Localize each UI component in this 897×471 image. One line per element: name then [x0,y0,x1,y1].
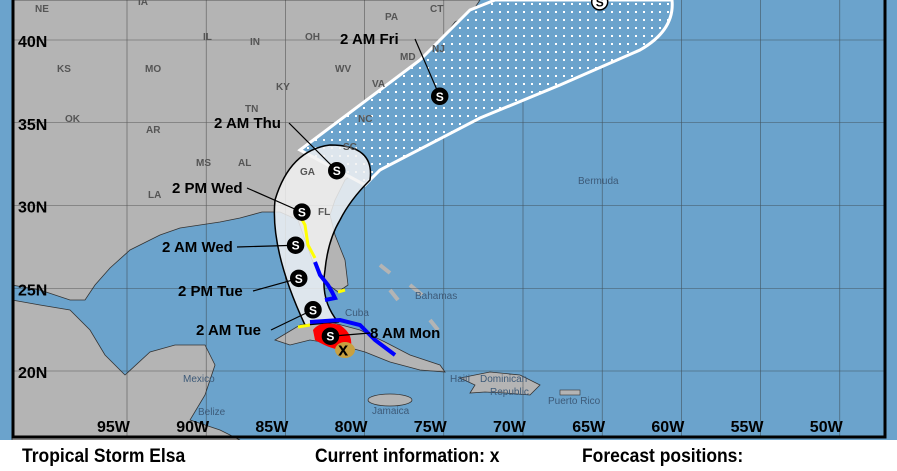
forecast-time-label: 2 AM Wed [162,239,233,256]
lon-tick-label: 90W [176,419,210,436]
state-label: NE [35,4,49,15]
place-label: Bahamas [415,291,457,302]
storm-name: Tropical Storm Elsa [22,446,186,467]
storm-symbol-icon: S [293,203,311,221]
svg-text:S: S [326,330,334,344]
lon-tick-label: 60W [651,419,685,436]
lat-tick-label: 25N [18,282,47,299]
state-label: GA [300,167,315,178]
svg-text:S: S [436,90,444,104]
legend: Tropical Storm Elsa Current information:… [0,440,897,471]
state-label: VA [372,79,385,90]
place-label: Belize [198,407,226,418]
svg-text:S: S [292,239,300,253]
land-puerto-rico [559,389,581,396]
state-label: IN [250,37,260,48]
state-label: KY [276,82,290,93]
place-label: Bermuda [578,176,619,187]
place-label: Cuba [345,308,369,319]
place-label: Mexico [183,374,215,385]
land-hispaniola [458,371,541,396]
lat-tick-label: 35N [18,117,47,134]
state-label: NJ [432,44,445,55]
state-label: IA [138,0,148,8]
forecast-time-label: 2 PM Tue [178,283,243,300]
lon-tick-label: 95W [97,419,131,436]
forecast-time-label: 8 AM Mon [370,325,440,342]
storm-symbol-icon: S [321,327,340,345]
place-label: Jamaica [372,406,410,417]
state-label: WV [335,64,351,75]
lon-tick-label: 65W [572,419,606,436]
lon-tick-label: 85W [255,419,289,436]
lat-tick-label: 30N [18,200,47,217]
lon-tick-label: 55W [731,419,765,436]
svg-text:S: S [333,164,341,178]
current-information-label: Current information: x [315,446,500,467]
lat-tick-label: 20N [18,365,47,382]
state-label: OH [305,32,320,43]
place-label: Haiti [450,374,470,385]
state-label: FL [318,207,330,218]
label-leader [414,38,441,97]
place-label: Dominican [480,374,527,385]
land-jamaica [367,393,413,407]
storm-symbol-icon: S [304,301,322,319]
storm-symbol-icon: S [289,269,308,288]
state-label: TN [245,104,258,115]
place-label: Puerto Rico [548,396,601,407]
forecast-positions-label: Forecast positions: [582,446,744,467]
state-label: CT [430,4,443,15]
forecast-cone-map: 40N 35N 30N 25N 20N 95W 90W 85W 80W 75W 70W 65W 60W 5… [0,0,897,440]
cone-day4-5 [297,0,674,187]
lon-tick-label: 50W [810,419,844,436]
state-label: IL [203,32,212,43]
current-position-x-icon: x [338,339,348,359]
state-label: OK [65,114,81,125]
forecast-time-label: 2 PM Wed [172,180,243,197]
state-label: KS [57,64,71,75]
svg-text:S: S [309,303,317,317]
place-label: Republic [490,387,529,398]
forecast-time-label: 2 AM Fri [340,31,399,48]
state-label: AL [238,158,251,169]
state-label: NC [358,114,372,125]
forecast-time-label: 2 AM Tue [196,322,261,339]
lon-tick-label: 80W [335,419,369,436]
storm-symbol-icon: S [430,87,449,106]
state-label: MD [400,52,416,63]
current-area [335,342,355,358]
label-leader [288,122,338,172]
state-label: SC [343,142,357,153]
state-label: MO [145,64,161,75]
label-leader [246,187,303,213]
state-label: MS [196,158,211,169]
tropical-storm-warning [309,261,397,357]
storm-symbol-icon: S [328,161,346,180]
storm-symbol-icon: S [286,236,305,254]
svg-text:S: S [298,206,306,220]
forecast-time-label: 2 AM Thu [214,115,281,132]
state-label: PA [385,12,398,23]
lon-tick-label: 75W [414,419,448,436]
land-bahamas [378,263,440,332]
lat-tick-label: 40N [18,34,47,51]
state-label: AR [146,125,161,136]
lon-tick-label: 70W [493,419,527,436]
state-label: LA [148,190,161,201]
land-mexico [11,299,241,440]
label-leader [236,244,296,248]
svg-text:S: S [295,272,303,286]
storm-symbol-icon: S [590,0,609,11]
map-frame [11,0,887,439]
svg-text:S: S [596,0,604,9]
